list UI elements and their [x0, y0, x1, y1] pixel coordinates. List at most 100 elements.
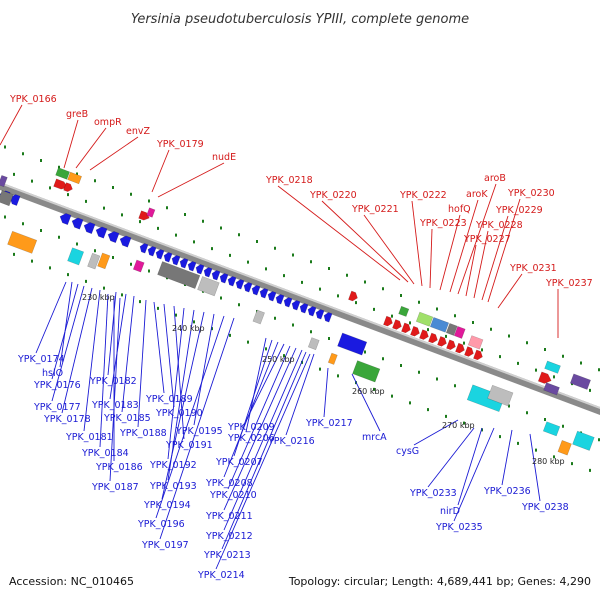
gene-label[interactable]: aroK: [466, 189, 488, 200]
tick-mark: [58, 235, 60, 239]
gene-label[interactable]: hslO: [42, 368, 63, 379]
gene-label[interactable]: YPK_0192: [149, 460, 197, 471]
gene-label[interactable]: YPK_0218: [265, 175, 313, 186]
leader-line: [285, 353, 315, 436]
gene-label[interactable]: YPK_0206: [227, 433, 275, 444]
gene-label[interactable]: YPK_0174: [17, 354, 65, 365]
gene-label[interactable]: YPK_0216: [267, 436, 315, 447]
gene-label[interactable]: YPK_0214: [197, 570, 245, 581]
gene-feature: [0, 190, 14, 207]
gene-label[interactable]: YPK_0209: [227, 422, 275, 433]
gene-label[interactable]: hofQ: [448, 204, 471, 215]
leader-line: [107, 291, 117, 376]
gene-label[interactable]: YPK_0166: [9, 94, 57, 105]
gene-label[interactable]: YPK_0228: [475, 220, 523, 231]
gene-label[interactable]: YPK_0221: [351, 204, 399, 215]
kbp-marker: 280 kbp: [532, 457, 565, 466]
tick-mark: [94, 249, 96, 253]
gene-feature: [146, 207, 156, 218]
gene-label[interactable]: aroB: [484, 173, 506, 184]
gene-label[interactable]: YPK_0197: [141, 540, 189, 551]
gene-label[interactable]: YPK_0179: [156, 139, 204, 150]
tick-mark: [472, 321, 474, 324]
gene-feature: [291, 300, 301, 311]
gene-label[interactable]: YPK_0196: [137, 519, 185, 530]
leader-line: [227, 345, 291, 490]
gene-label[interactable]: YPK_0210: [209, 490, 257, 501]
tick-mark: [4, 145, 6, 149]
leader-line: [481, 215, 509, 301]
gene-label[interactable]: YPK_0231: [509, 263, 557, 274]
gene-label[interactable]: YPK_0195: [175, 426, 223, 437]
leader-line: [61, 287, 93, 414]
tick-mark: [148, 199, 150, 203]
gene-label[interactable]: YPK_0178: [43, 414, 91, 425]
gene-label[interactable]: YPK_0212: [205, 531, 253, 542]
gene-label[interactable]: YPK_0191: [165, 440, 213, 451]
gene-feature: [437, 336, 447, 347]
gene-label[interactable]: YPK_0230: [507, 188, 555, 199]
leader-line: [51, 285, 85, 402]
leader-line: [245, 337, 267, 433]
leader-line: [221, 351, 307, 550]
gene-label[interactable]: YPK_0194: [143, 500, 191, 511]
gene-feature: [71, 217, 84, 230]
leader-line: [411, 200, 423, 287]
tick-mark: [535, 368, 537, 372]
gene-feature: [487, 384, 514, 407]
gene-label[interactable]: YPK_0193: [149, 481, 197, 492]
tick-mark: [598, 438, 600, 442]
tick-mark: [292, 253, 294, 257]
gene-label[interactable]: YPK_0233: [409, 488, 457, 499]
gene-label[interactable]: YPK_0189: [145, 394, 193, 405]
tick-mark: [517, 361, 519, 365]
gene-label[interactable]: YPK_0211: [205, 511, 253, 522]
gene-label[interactable]: YPK_0227: [463, 234, 511, 245]
gene-label[interactable]: YPK_0190: [155, 408, 203, 419]
gene-label[interactable]: YPK_0188: [119, 428, 167, 439]
gene-label[interactable]: YPK_0207: [215, 457, 263, 468]
gene-label[interactable]: YPK_0235: [435, 522, 483, 533]
gene-label[interactable]: YPK_0220: [309, 190, 357, 201]
gene-label[interactable]: YPK_0223: [419, 218, 467, 229]
gene-label[interactable]: YPK_0182: [89, 376, 137, 387]
leader-line: [193, 313, 215, 426]
gene-label[interactable]: YPK_0185: [103, 413, 151, 424]
gene-feature: [383, 315, 393, 327]
gene-label[interactable]: YPK_0237: [545, 278, 593, 289]
gene-label[interactable]: mrcA: [362, 432, 387, 443]
gene-label[interactable]: YPK_0222: [399, 190, 447, 201]
gene-label[interactable]: YPK_0177: [33, 402, 81, 413]
gene-label[interactable]: ompR: [94, 117, 122, 128]
gene-label[interactable]: greB: [66, 109, 88, 120]
gene-label[interactable]: YPK_0176: [33, 380, 81, 391]
gene-label[interactable]: YPK_0186: [95, 462, 143, 473]
gene-label[interactable]: nirD: [440, 506, 460, 517]
gene-label[interactable]: YPK_0217: [305, 418, 353, 429]
tick-mark: [283, 274, 285, 278]
leader-line: [363, 214, 415, 285]
gene-label[interactable]: YPK_0181: [65, 432, 113, 443]
gene-label[interactable]: YPK_0236: [483, 486, 531, 497]
gene-label[interactable]: YPK_0187: [91, 482, 139, 493]
gene-label[interactable]: cysG: [396, 446, 419, 457]
gene-label[interactable]: YPK_0184: [81, 448, 129, 459]
tick-mark: [103, 206, 105, 210]
gene-label[interactable]: YPK_0183: [91, 400, 139, 411]
tick-mark: [229, 253, 231, 257]
gene-label[interactable]: nudE: [212, 152, 236, 163]
tick-mark: [544, 418, 546, 421]
gene-feature: [323, 312, 333, 323]
gene-label[interactable]: YPK_0238: [521, 502, 569, 513]
gene-feature: [473, 349, 483, 361]
tick-mark: [463, 341, 465, 345]
tick-mark: [301, 280, 303, 284]
gene-label[interactable]: YPK_0213: [203, 550, 251, 561]
gene-label[interactable]: YPK_0208: [205, 478, 253, 489]
gene-label[interactable]: YPK_0229: [495, 205, 543, 216]
leader-line: [159, 317, 235, 540]
leader-line: [323, 367, 329, 418]
gene-label[interactable]: envZ: [126, 126, 150, 137]
tick-mark: [382, 357, 384, 361]
